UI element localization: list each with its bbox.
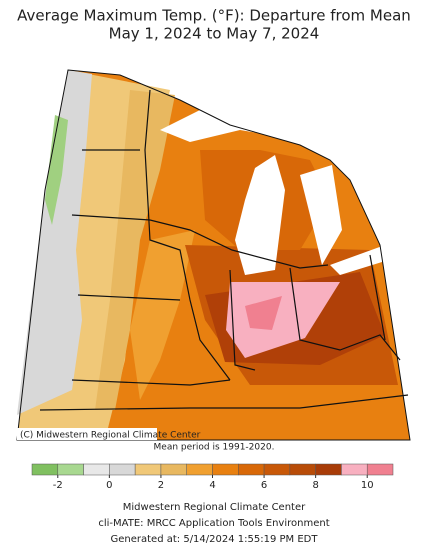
lake [160, 100, 300, 142]
credit-box [17, 428, 157, 440]
map: (C) Midwestern Regional Climate Center [16, 69, 411, 441]
footer-line: Generated at: 5/14/2024 1:55:19 PM EDT [111, 534, 319, 545]
map-credit: (C) Midwestern Regional Climate Center [20, 431, 201, 441]
tick-label: 8 [312, 480, 318, 491]
tick-label: 10 [361, 480, 374, 491]
color-bin [289, 463, 316, 476]
color-bin [186, 463, 213, 476]
tick-label: 6 [261, 480, 267, 491]
region-fill [130, 230, 195, 400]
state-border [289, 267, 401, 361]
color-bin [57, 463, 84, 476]
footer-line: Midwestern Regional Climate Center [123, 502, 306, 513]
note: Mean period is 1991-2020. [154, 443, 275, 453]
state-border [71, 379, 231, 386]
title-line: Average Maximum Temp. (°F): Departure fr… [17, 7, 411, 25]
region-fill [226, 282, 340, 358]
state-border [71, 214, 329, 269]
state-border [369, 254, 386, 341]
state-border [77, 294, 181, 301]
color-bin [31, 463, 59, 476]
color-bin [212, 463, 239, 476]
colorbar: -2 0 2 4 6 8 10 [31, 463, 394, 491]
tick-label: 0 [106, 480, 112, 491]
color-bin [238, 463, 265, 476]
tick-label: 4 [209, 480, 215, 491]
region-fill [245, 296, 282, 330]
tick-label: 2 [158, 480, 164, 491]
footer-line: cli-MATE: MRCC Application Tools Environ… [98, 518, 329, 529]
map-frame [16, 69, 411, 441]
color-bin [160, 463, 187, 476]
color-bin [134, 463, 162, 476]
region-fill [95, 90, 175, 410]
region-fill [17, 70, 92, 415]
lake [330, 245, 385, 275]
color-bin [263, 463, 291, 476]
state-border [144, 89, 231, 381]
title-line: May 1, 2024 to May 7, 2024 [109, 25, 320, 43]
region-fill [45, 115, 68, 225]
tick-label: -2 [53, 480, 63, 491]
state-border [39, 394, 409, 411]
color-bin [366, 463, 394, 476]
state-border [229, 269, 256, 371]
lake [235, 155, 285, 275]
color-bin [341, 463, 368, 476]
color-bin [83, 463, 110, 476]
lake [300, 165, 342, 265]
color-bin [109, 463, 136, 476]
color-bin [315, 463, 342, 476]
